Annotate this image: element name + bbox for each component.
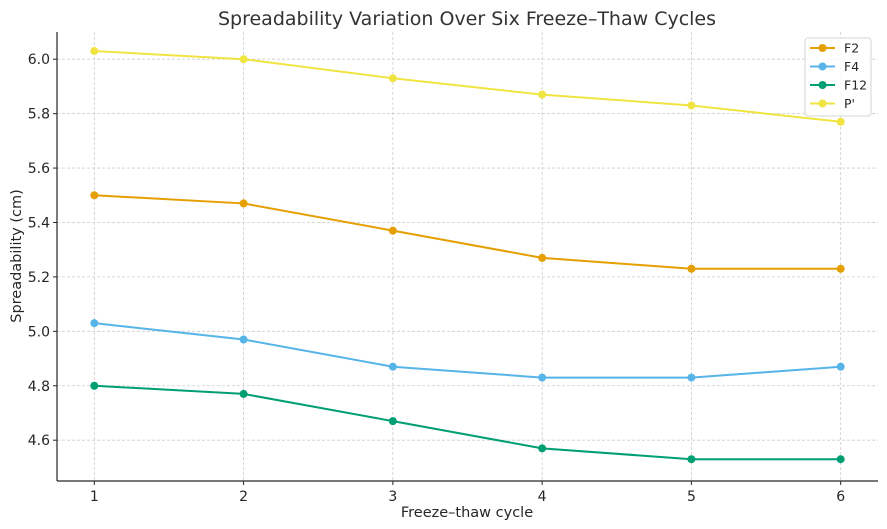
data-point — [836, 117, 845, 126]
chart-title: Spreadability Variation Over Six Freeze–… — [218, 8, 716, 30]
y-axis-label: Spreadability (cm) — [9, 189, 25, 323]
series-line — [94, 322, 841, 379]
x-tick-label: 1 — [90, 489, 99, 505]
data-point — [90, 381, 99, 390]
legend-label: P' — [844, 96, 855, 111]
grid — [57, 32, 878, 481]
data-point — [239, 335, 248, 344]
legend-marker — [818, 99, 827, 108]
legend-marker — [818, 44, 827, 52]
series-pp — [90, 47, 845, 126]
data-point — [239, 199, 248, 208]
x-tick-label: 5 — [687, 489, 696, 505]
y-tick-label: 5.8 — [28, 107, 50, 123]
data-point — [90, 47, 99, 56]
y-tick-label: 5.4 — [28, 215, 50, 231]
data-point — [836, 455, 845, 464]
series-f12 — [90, 381, 845, 464]
x-tick-label: 4 — [538, 489, 547, 505]
x-axis-label: Freeze–thaw cycle — [401, 505, 533, 521]
series-layer — [90, 47, 845, 464]
data-point — [388, 362, 397, 371]
data-point — [687, 373, 696, 382]
data-point — [388, 226, 397, 235]
y-tick-label: 4.6 — [28, 433, 50, 449]
y-tick-labels: 4.6 4.8 5.0 5.2 5.4 5.6 5.8 6.0 — [28, 52, 50, 449]
data-point — [239, 389, 248, 398]
axes — [53, 32, 878, 485]
series-f2 — [90, 191, 845, 273]
data-point — [90, 319, 99, 328]
series-line — [94, 384, 841, 461]
data-point — [687, 101, 696, 110]
legend-item: F12 — [810, 78, 867, 93]
x-tick-label: 6 — [836, 489, 845, 505]
legend-marker — [818, 62, 827, 71]
y-tick-label: 5.2 — [28, 270, 50, 286]
data-point — [538, 373, 547, 382]
series-f4 — [90, 319, 845, 382]
data-point — [836, 264, 845, 273]
legend-label: F12 — [844, 78, 867, 93]
legend-marker — [818, 81, 827, 89]
data-point — [836, 362, 845, 371]
data-point — [239, 55, 248, 64]
legend-item: F4 — [810, 59, 859, 74]
data-point — [388, 74, 397, 83]
data-point — [687, 264, 696, 273]
data-point — [538, 90, 547, 99]
x-tick-label: 3 — [388, 489, 397, 505]
series-line — [94, 194, 841, 270]
legend-box — [804, 37, 872, 117]
x-tick-label: 2 — [239, 489, 248, 505]
x-tick-labels: 1 2 3 4 5 6 — [90, 489, 845, 505]
legend-item: F2 — [810, 41, 859, 56]
y-tick-label: 4.8 — [28, 379, 50, 395]
legend-label: F4 — [844, 59, 859, 74]
y-tick-label: 6.0 — [28, 52, 50, 68]
data-point — [538, 444, 547, 453]
data-point — [90, 191, 99, 200]
legend-item: P' — [810, 96, 855, 111]
y-tick-label: 5.0 — [28, 324, 50, 340]
legend: F2 F4 F12 P' — [804, 37, 872, 117]
data-point — [538, 253, 547, 262]
legend-label: F2 — [844, 41, 859, 56]
data-point — [687, 455, 696, 464]
series-line — [94, 50, 841, 123]
y-tick-label: 5.6 — [28, 161, 50, 177]
data-point — [388, 417, 397, 426]
